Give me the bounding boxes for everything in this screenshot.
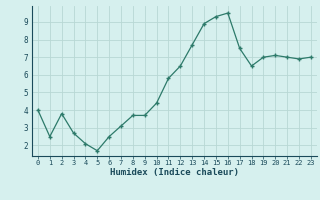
X-axis label: Humidex (Indice chaleur): Humidex (Indice chaleur) bbox=[110, 168, 239, 177]
